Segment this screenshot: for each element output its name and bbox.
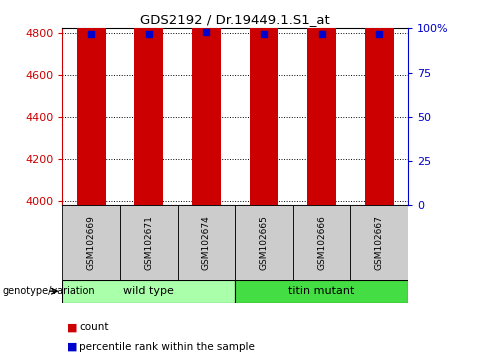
Text: GSM102671: GSM102671 <box>144 215 153 270</box>
Text: wild type: wild type <box>123 286 174 296</box>
Text: GSM102667: GSM102667 <box>375 215 384 270</box>
Bar <box>62 280 235 303</box>
Point <box>375 31 383 36</box>
Text: percentile rank within the sample: percentile rank within the sample <box>79 342 255 352</box>
Bar <box>77 144 106 354</box>
Text: ■: ■ <box>67 322 78 332</box>
Bar <box>120 205 178 280</box>
Bar <box>178 205 235 280</box>
Bar <box>250 188 278 354</box>
Text: GSM102666: GSM102666 <box>317 215 326 270</box>
Point <box>87 31 95 36</box>
Bar <box>307 0 336 205</box>
Bar <box>307 196 336 354</box>
Point <box>145 31 153 36</box>
Bar <box>77 0 106 205</box>
Bar <box>134 190 163 354</box>
Bar <box>350 205 408 280</box>
Bar <box>192 0 221 205</box>
Text: GSM102674: GSM102674 <box>202 215 211 270</box>
Title: GDS2192 / Dr.19449.1.S1_at: GDS2192 / Dr.19449.1.S1_at <box>140 13 330 26</box>
Bar <box>62 205 120 280</box>
Point <box>318 31 325 36</box>
Bar <box>365 98 394 354</box>
Text: titin mutant: titin mutant <box>288 286 355 296</box>
Bar <box>235 280 408 303</box>
Point <box>203 29 210 35</box>
Bar <box>250 0 278 205</box>
Bar <box>134 0 163 205</box>
Point <box>260 31 268 36</box>
Bar <box>365 0 394 205</box>
Text: ■: ■ <box>67 342 78 352</box>
Text: GSM102669: GSM102669 <box>87 215 96 270</box>
Bar <box>235 205 293 280</box>
Text: genotype/variation: genotype/variation <box>2 286 95 296</box>
Text: count: count <box>79 322 108 332</box>
Text: GSM102665: GSM102665 <box>260 215 268 270</box>
Bar <box>293 205 350 280</box>
Bar <box>192 73 221 354</box>
